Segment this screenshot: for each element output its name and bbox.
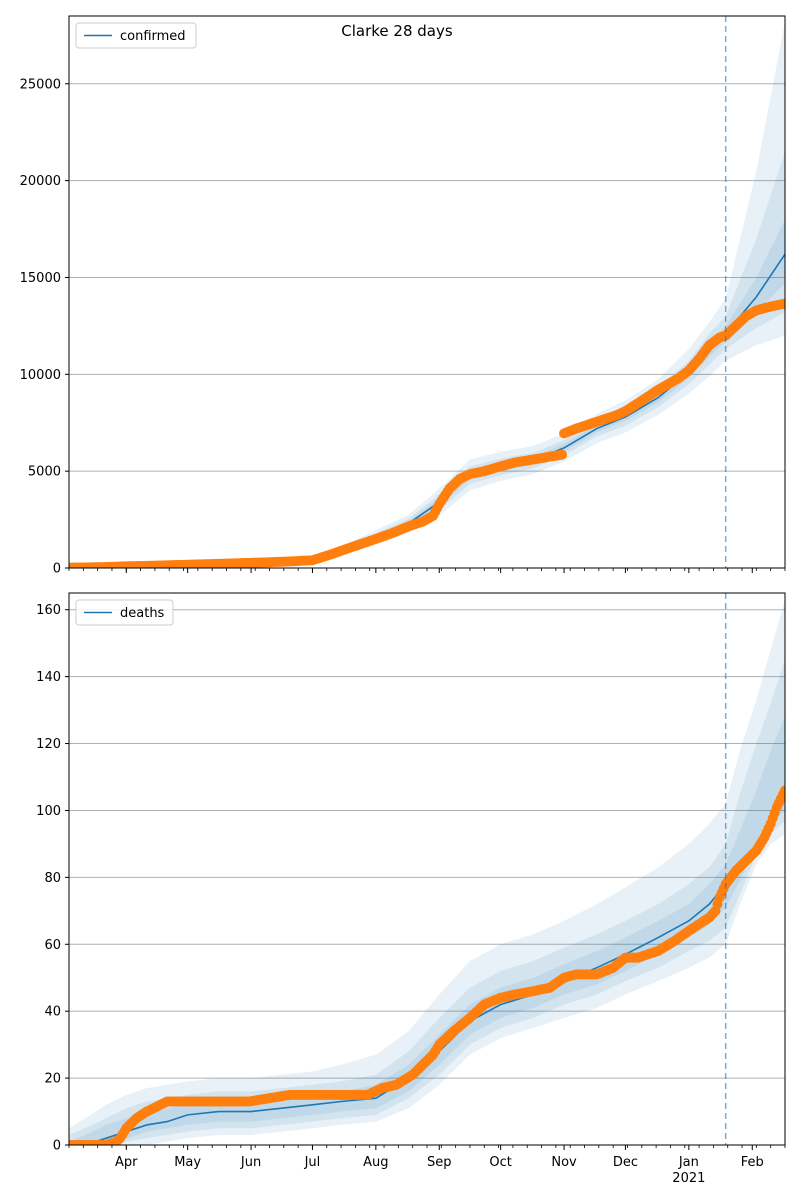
y-tick-label: 140 xyxy=(36,670,61,685)
x-tick-label: Aug xyxy=(363,1155,388,1170)
y-tick-label: 100 xyxy=(36,804,61,819)
legend: confirmed xyxy=(75,22,197,49)
y-tick-label: 160 xyxy=(36,603,61,618)
y-tick-label: 60 xyxy=(44,938,61,953)
y-tick-label: 0 xyxy=(53,562,61,577)
observed-point xyxy=(780,298,785,309)
x-tick-label: Feb xyxy=(741,1155,764,1170)
x-tick-label: Jun xyxy=(240,1155,261,1170)
x-tick-label: Apr xyxy=(115,1155,138,1170)
x-tick-label: Nov xyxy=(551,1155,577,1170)
x-tick-label: Jul xyxy=(304,1155,321,1170)
y-tick-label: 40 xyxy=(44,1005,61,1020)
uncertainty-band-outer xyxy=(69,599,785,1145)
x-tick-label: Dec xyxy=(613,1155,638,1170)
observed-point xyxy=(557,449,568,460)
legend-label: deaths xyxy=(120,606,165,621)
y-tick-label: 20 xyxy=(44,1072,61,1087)
observed-point xyxy=(780,785,785,796)
y-tick-label: 25000 xyxy=(20,77,61,92)
x-tick-label: Sep xyxy=(427,1155,452,1170)
legend-box xyxy=(75,22,197,49)
confirmed-panel: 0 5000 10000 15000 20000 25000 confirmed xyxy=(20,15,786,577)
y-tick-label: 120 xyxy=(36,737,61,752)
y-tick-label: 20000 xyxy=(20,174,61,189)
x-tick-label: Jan xyxy=(678,1155,699,1170)
legend-box xyxy=(75,599,174,626)
plot-area xyxy=(69,21,785,568)
plot-area xyxy=(69,599,785,1145)
uncertainty-band-outer xyxy=(69,21,785,568)
y-tick-label: 10000 xyxy=(20,368,61,383)
figure-title: Clarke 28 days xyxy=(341,22,453,40)
uncertainty-band-middle xyxy=(69,659,785,1145)
x-year-label: 2021 xyxy=(672,1171,705,1186)
y-tick-label: 5000 xyxy=(28,465,61,480)
legend-label: confirmed xyxy=(120,29,186,44)
legend: deaths xyxy=(75,599,174,626)
y-tick-label: 80 xyxy=(44,871,61,886)
deaths-panel: 0 20 40 60 80 100 120 140 160 Apr May Jun Jul Aug Sep O… xyxy=(36,592,786,1186)
x-tick-label: May xyxy=(174,1155,201,1170)
y-tick-label: 15000 xyxy=(20,271,61,286)
y-tick-label: 0 xyxy=(53,1139,61,1154)
x-tick-label: Oct xyxy=(489,1155,511,1170)
